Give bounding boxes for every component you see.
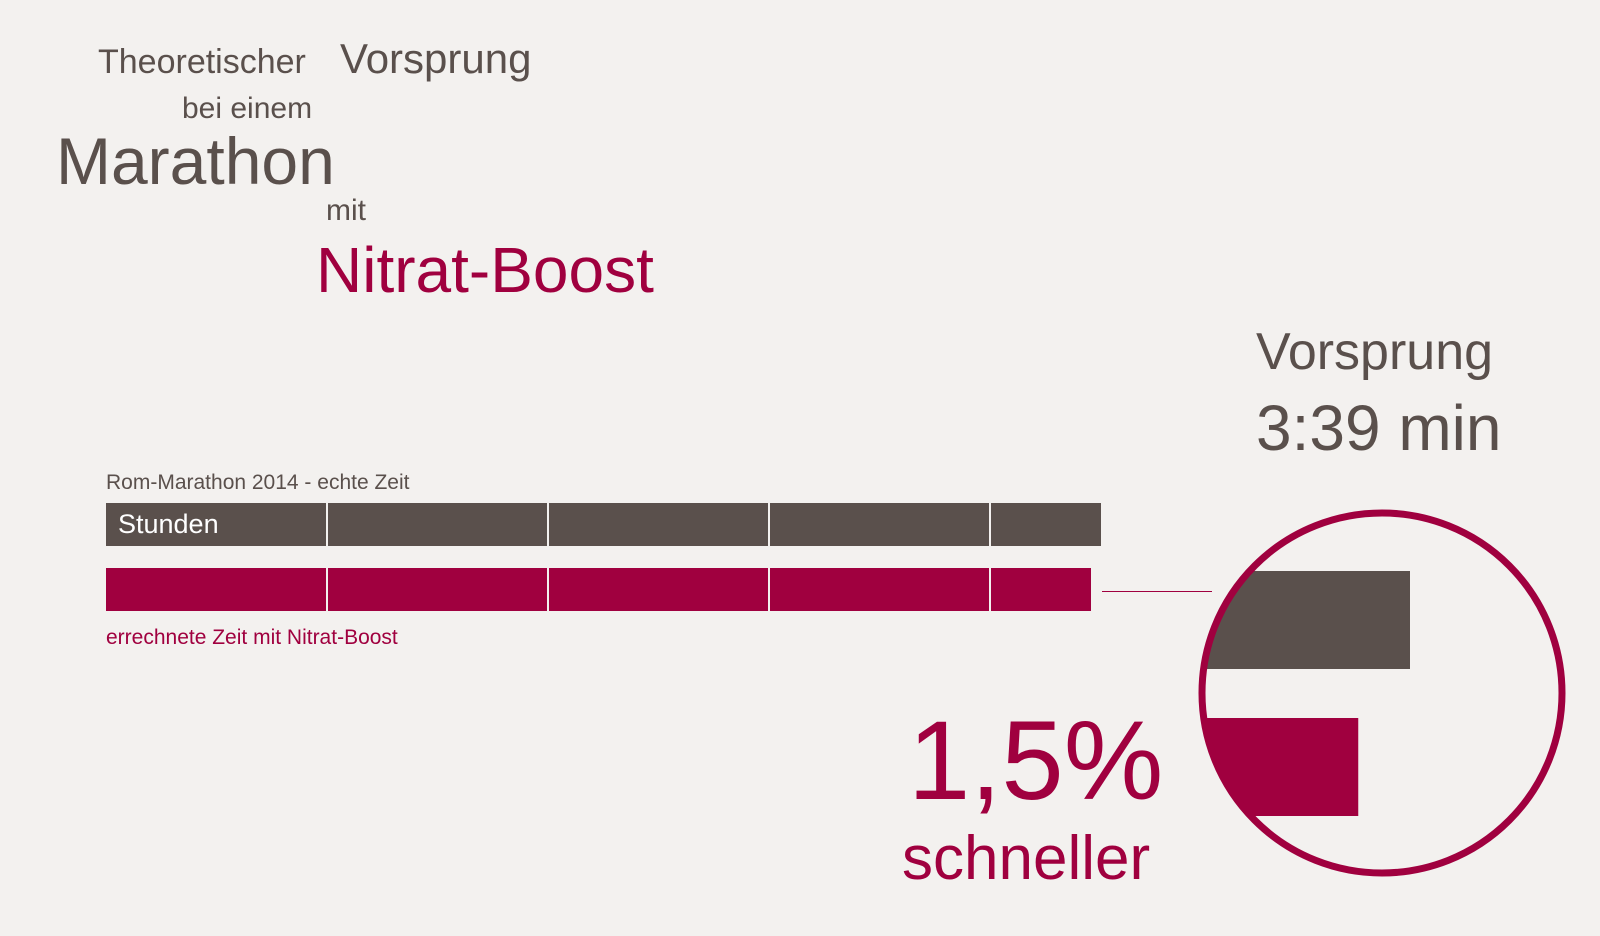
series-boost-label: errechnete Zeit mit Nitrat-Boost: [106, 626, 398, 649]
title-marathon: Marathon: [56, 124, 335, 198]
title-mit: mit: [326, 194, 366, 227]
bar-tick-separator: [326, 503, 328, 546]
title-nitrat-boost: Nitrat-Boost: [316, 234, 654, 306]
bar-tick-separator: [547, 568, 549, 611]
lead-value: 3:39 min: [1256, 392, 1502, 464]
percent-label: schneller: [902, 824, 1151, 893]
bar-tick-separator: [768, 503, 770, 546]
bar-tick-separator: [989, 568, 991, 611]
lead-label: Vorsprung: [1256, 323, 1494, 381]
bar-tick-separator: [547, 503, 549, 546]
title-theoretischer: Theoretischer: [98, 43, 306, 81]
zoom-connector-line: [1102, 591, 1212, 592]
bar-tick-separator: [768, 568, 770, 611]
bar-tick-separator: [326, 568, 328, 611]
zoom-circle: [1198, 509, 1566, 877]
percent-value: 1,5%: [908, 698, 1164, 823]
bar-real-time: Stunden: [106, 503, 1101, 546]
title-bei-einem: bei einem: [182, 92, 313, 125]
bar-boost-time: [106, 568, 1091, 611]
bar-tick-separator: [989, 503, 991, 546]
title-vorsprung: Vorsprung: [340, 35, 532, 82]
bar-unit-label: Stunden: [118, 509, 219, 539]
series-real-label: Rom-Marathon 2014 - echte Zeit: [106, 471, 410, 494]
